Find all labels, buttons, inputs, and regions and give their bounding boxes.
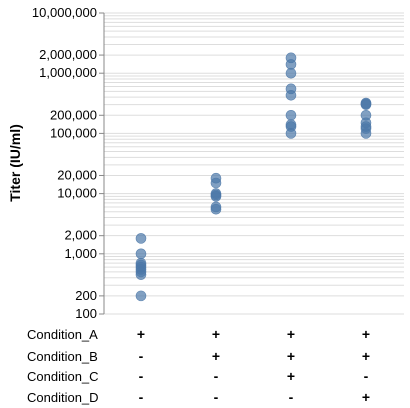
data-point [210, 191, 222, 202]
y-tick-label: 20,000 [57, 167, 97, 182]
condition-sign: - [139, 348, 144, 364]
condition-sign: + [287, 368, 295, 384]
condition-sign: - [214, 368, 219, 384]
condition-sign: - [139, 389, 144, 405]
data-point [285, 128, 297, 139]
condition-sign: + [287, 348, 295, 364]
data-point [135, 248, 147, 260]
data-points [135, 52, 372, 302]
data-point [135, 290, 147, 302]
condition-label: Condition_D [27, 390, 99, 405]
condition-sign: + [212, 326, 220, 342]
gridlines [104, 12, 404, 315]
condition-sign: + [362, 389, 370, 405]
data-point [285, 89, 297, 101]
condition-sign: - [214, 389, 219, 405]
condition-sign: + [362, 348, 370, 364]
condition-sign: - [289, 389, 294, 405]
y-tick-label: 10,000,000 [32, 5, 97, 20]
y-axis: 10,000,000 2,000,000 1,000,000 200,000 100,0… [32, 5, 105, 321]
condition-sign: + [212, 348, 220, 364]
condition-sign: - [139, 368, 144, 384]
condition-label: Condition_B [27, 349, 98, 364]
y-tick-label: 200,000 [50, 107, 97, 122]
y-tick-label: 2,000 [64, 228, 97, 243]
y-tick-label: 100,000 [50, 125, 97, 140]
data-point [135, 269, 147, 280]
y-tick-label: 1,000,000 [39, 65, 97, 80]
data-point [285, 67, 297, 79]
y-tick-label: 1,000 [64, 246, 97, 261]
data-point [360, 99, 372, 110]
y-tick-label: 2,000,000 [39, 47, 97, 62]
y-tick-label: 100 [75, 306, 97, 321]
data-point [210, 203, 222, 215]
data-point [360, 128, 372, 139]
data-point [285, 109, 297, 121]
y-axis-label: Titer (IU/ml) [7, 124, 23, 202]
condition-label: Condition_C [27, 369, 99, 384]
condition-sign: + [137, 326, 145, 342]
y-tick-label: 200 [75, 288, 97, 303]
condition-table: Condition_A + + + + Condition_B - + + + Condition_… [27, 326, 370, 405]
data-point [135, 233, 147, 244]
data-point [210, 177, 222, 189]
condition-sign: + [362, 326, 370, 342]
y-tick-label: 10,000 [57, 186, 97, 201]
condition-sign: + [287, 326, 295, 342]
condition-label: Condition_A [27, 327, 98, 342]
condition-sign: - [364, 368, 369, 384]
